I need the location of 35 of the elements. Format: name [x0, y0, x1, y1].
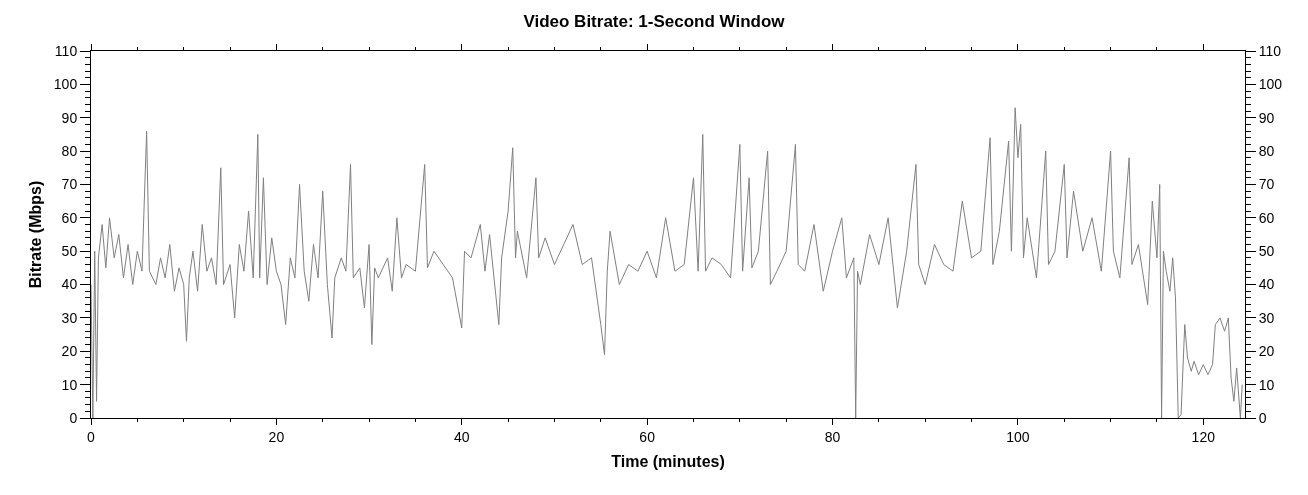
y2-tick-label: 90 — [1258, 109, 1275, 126]
x-tick-label: 80 — [824, 428, 841, 445]
y-tick-label: 50 — [61, 243, 78, 260]
chart-title: Video Bitrate: 1-Second Window — [523, 11, 786, 31]
y-tick-label: 30 — [61, 309, 78, 326]
x-tick-label: 0 — [87, 428, 96, 445]
x-tick-label: 60 — [639, 428, 656, 445]
y2-tick-label: 30 — [1258, 309, 1275, 326]
y2-tick-label: 60 — [1258, 209, 1275, 226]
y2-tick-label: 0 — [1258, 409, 1267, 426]
y-axis-title: Bitrate (Mbps) — [26, 180, 44, 289]
y-tick-label: 80 — [61, 142, 78, 159]
x-axis-title: Time (minutes) — [611, 453, 725, 471]
y-tick-label: 20 — [61, 343, 78, 360]
y-tick-label: 10 — [61, 376, 78, 393]
line-series — [91, 107, 1243, 418]
y-tick-label: 100 — [53, 76, 78, 93]
y-tick-label: 40 — [61, 276, 78, 293]
x-tick-label: 40 — [453, 428, 470, 445]
y-tick-label: 70 — [61, 176, 78, 193]
y2-tick-label: 100 — [1258, 76, 1283, 93]
x-tick-label: 120 — [1191, 428, 1216, 445]
y-tick-label: 0 — [69, 409, 78, 426]
x-tick-label: 100 — [1006, 428, 1030, 445]
y-tick-label: 90 — [61, 109, 78, 126]
y2-tick-label: 10 — [1258, 376, 1275, 393]
y2-tick-label: 20 — [1258, 343, 1275, 360]
y2-tick-label: 80 — [1258, 142, 1275, 159]
y-tick-label: 60 — [61, 209, 78, 226]
y-tick-label: 110 — [54, 42, 78, 59]
y2-tick-label: 50 — [1258, 243, 1275, 260]
x-tick-label: 20 — [268, 428, 285, 445]
y2-tick-label: 70 — [1258, 176, 1275, 193]
y2-tick-label: 110 — [1258, 42, 1282, 59]
y2-tick-label: 40 — [1258, 276, 1275, 293]
